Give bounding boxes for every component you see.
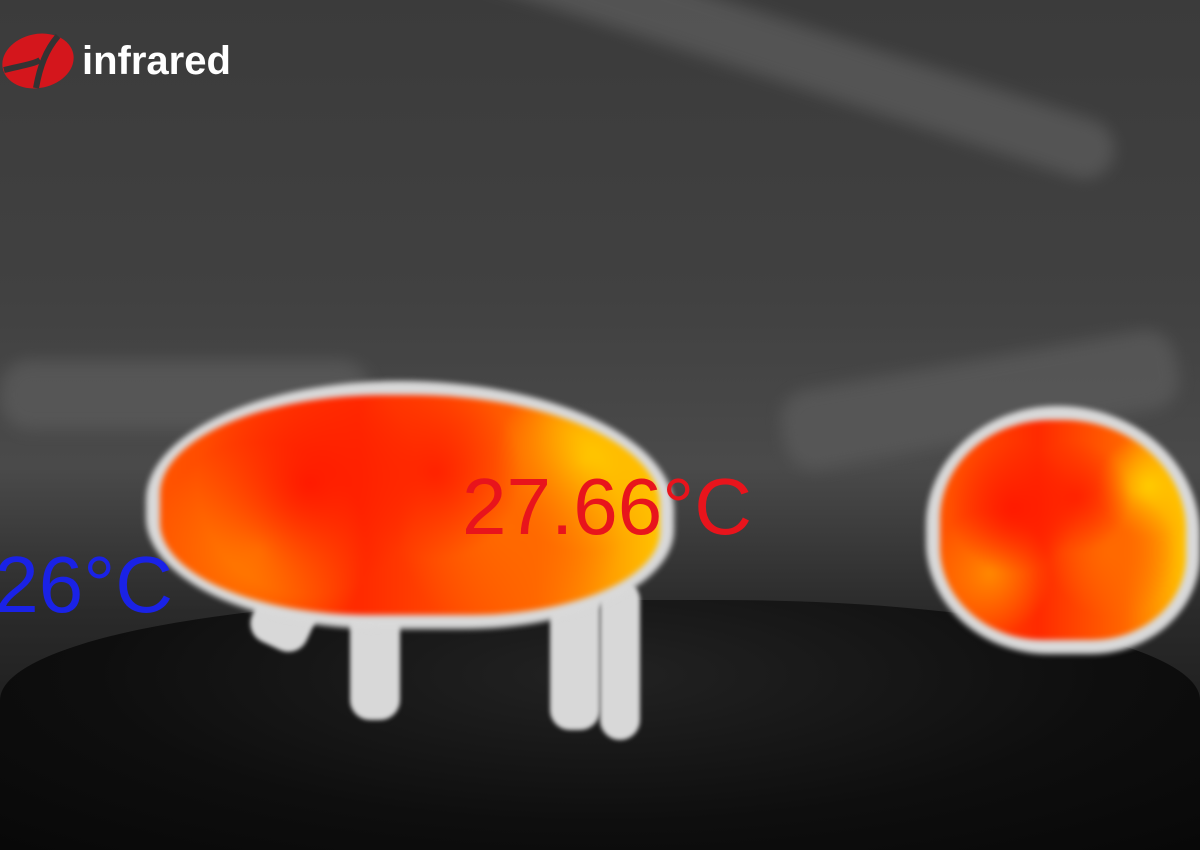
pig-leg bbox=[600, 580, 640, 740]
infrared-logo-icon bbox=[2, 33, 74, 89]
logo-text: infrared bbox=[82, 38, 231, 83]
pig-heat-signature bbox=[146, 381, 674, 629]
temperature-reading-cold: .26°C bbox=[0, 540, 173, 629]
warm-streak bbox=[437, 0, 1123, 187]
pig-heat-signature bbox=[926, 406, 1200, 654]
temperature-reading-hot: 27.66°C bbox=[462, 462, 752, 551]
logo: infrared bbox=[0, 30, 231, 92]
